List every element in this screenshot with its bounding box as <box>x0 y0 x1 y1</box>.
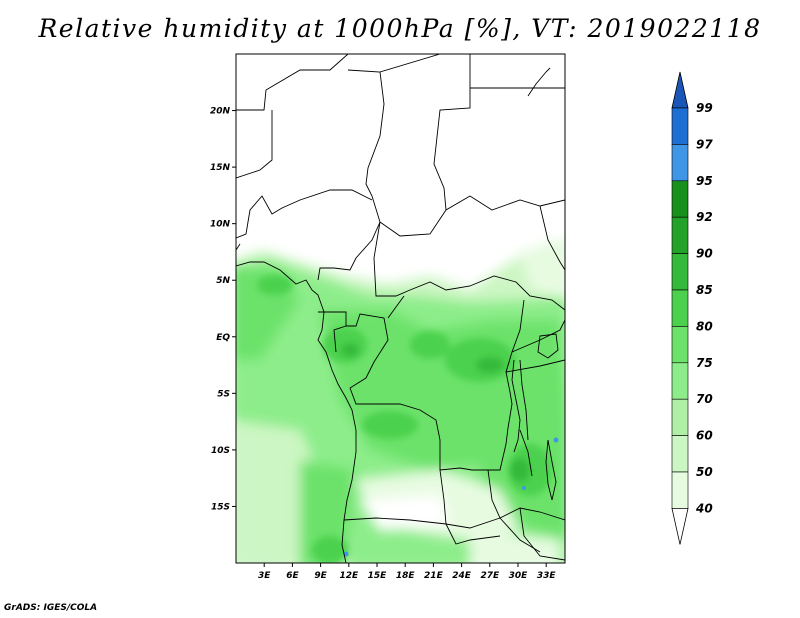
colorbar-label: 85 <box>696 283 713 297</box>
colorbar-label: 90 <box>696 247 713 261</box>
lat-tick-label: 5S <box>217 389 230 399</box>
map-frame <box>235 53 566 564</box>
grads-credit: GrADS: IGES/COLA <box>4 603 98 613</box>
colorbar-label: 50 <box>696 465 713 479</box>
latitude-axis: 20N 15N 10N 5N EQ 5S 10S 15S <box>210 107 236 512</box>
humidity-field <box>236 54 565 563</box>
colorbar-bottom-arrow <box>671 507 689 545</box>
colorbar-segment <box>671 362 689 400</box>
lon-tick-label: 24E <box>452 571 472 581</box>
colorbar-segment <box>671 398 689 436</box>
lat-tick-label: 10N <box>210 220 231 230</box>
colorbar-label: 95 <box>696 174 713 188</box>
lat-tick-label: 20N <box>210 107 231 117</box>
colorbar-label: 80 <box>696 319 713 333</box>
colorbar-segment <box>671 180 689 218</box>
colorbar-label: 97 <box>696 137 713 151</box>
colorbar-top-arrow <box>671 71 689 109</box>
lat-tick-label: 10S <box>211 446 230 456</box>
colorbar: 99 97 95 92 90 85 80 75 70 60 50 40 <box>671 71 713 545</box>
chart-title: Relative humidity at 1000hPa [%], VT: 20… <box>38 14 762 43</box>
colorbar-label: 60 <box>696 429 713 443</box>
lat-tick-label: 15N <box>210 163 231 173</box>
lon-tick-label: 12E <box>339 571 359 581</box>
lon-tick-label: 15E <box>368 571 388 581</box>
colorbar-label: 40 <box>695 501 713 515</box>
lon-tick-label: 3E <box>258 571 271 581</box>
colorbar-segment <box>671 435 689 473</box>
colorbar-segment <box>671 471 689 509</box>
lon-tick-label: 9E <box>314 571 327 581</box>
lat-tick-label: EQ <box>216 333 230 343</box>
lat-tick-label: 15S <box>211 502 230 512</box>
lon-tick-label: 18E <box>396 571 416 581</box>
lon-tick-label: 27E <box>480 571 500 581</box>
colorbar-segment <box>671 144 689 182</box>
colorbar-segment <box>671 107 689 145</box>
colorbar-segment <box>671 253 689 291</box>
lon-tick-label: 21E <box>424 571 444 581</box>
colorbar-label: 75 <box>696 356 713 370</box>
colorbar-segment <box>671 326 689 364</box>
lon-tick-label: 30E <box>509 571 529 581</box>
lon-tick-label: 33E <box>537 571 557 581</box>
lon-tick-label: 6E <box>286 571 299 581</box>
colorbar-label: 92 <box>696 210 713 224</box>
longitude-axis: 3E 6E 9E 12E 15E 18E 21E 24E 27E 30E 33E <box>258 563 556 581</box>
colorbar-label: 99 <box>696 101 713 115</box>
colorbar-segment <box>671 289 689 327</box>
lat-tick-label: 5N <box>216 276 230 286</box>
colorbar-label: 70 <box>696 392 713 406</box>
map-boundaries <box>236 54 565 563</box>
colorbar-segment <box>671 216 689 254</box>
